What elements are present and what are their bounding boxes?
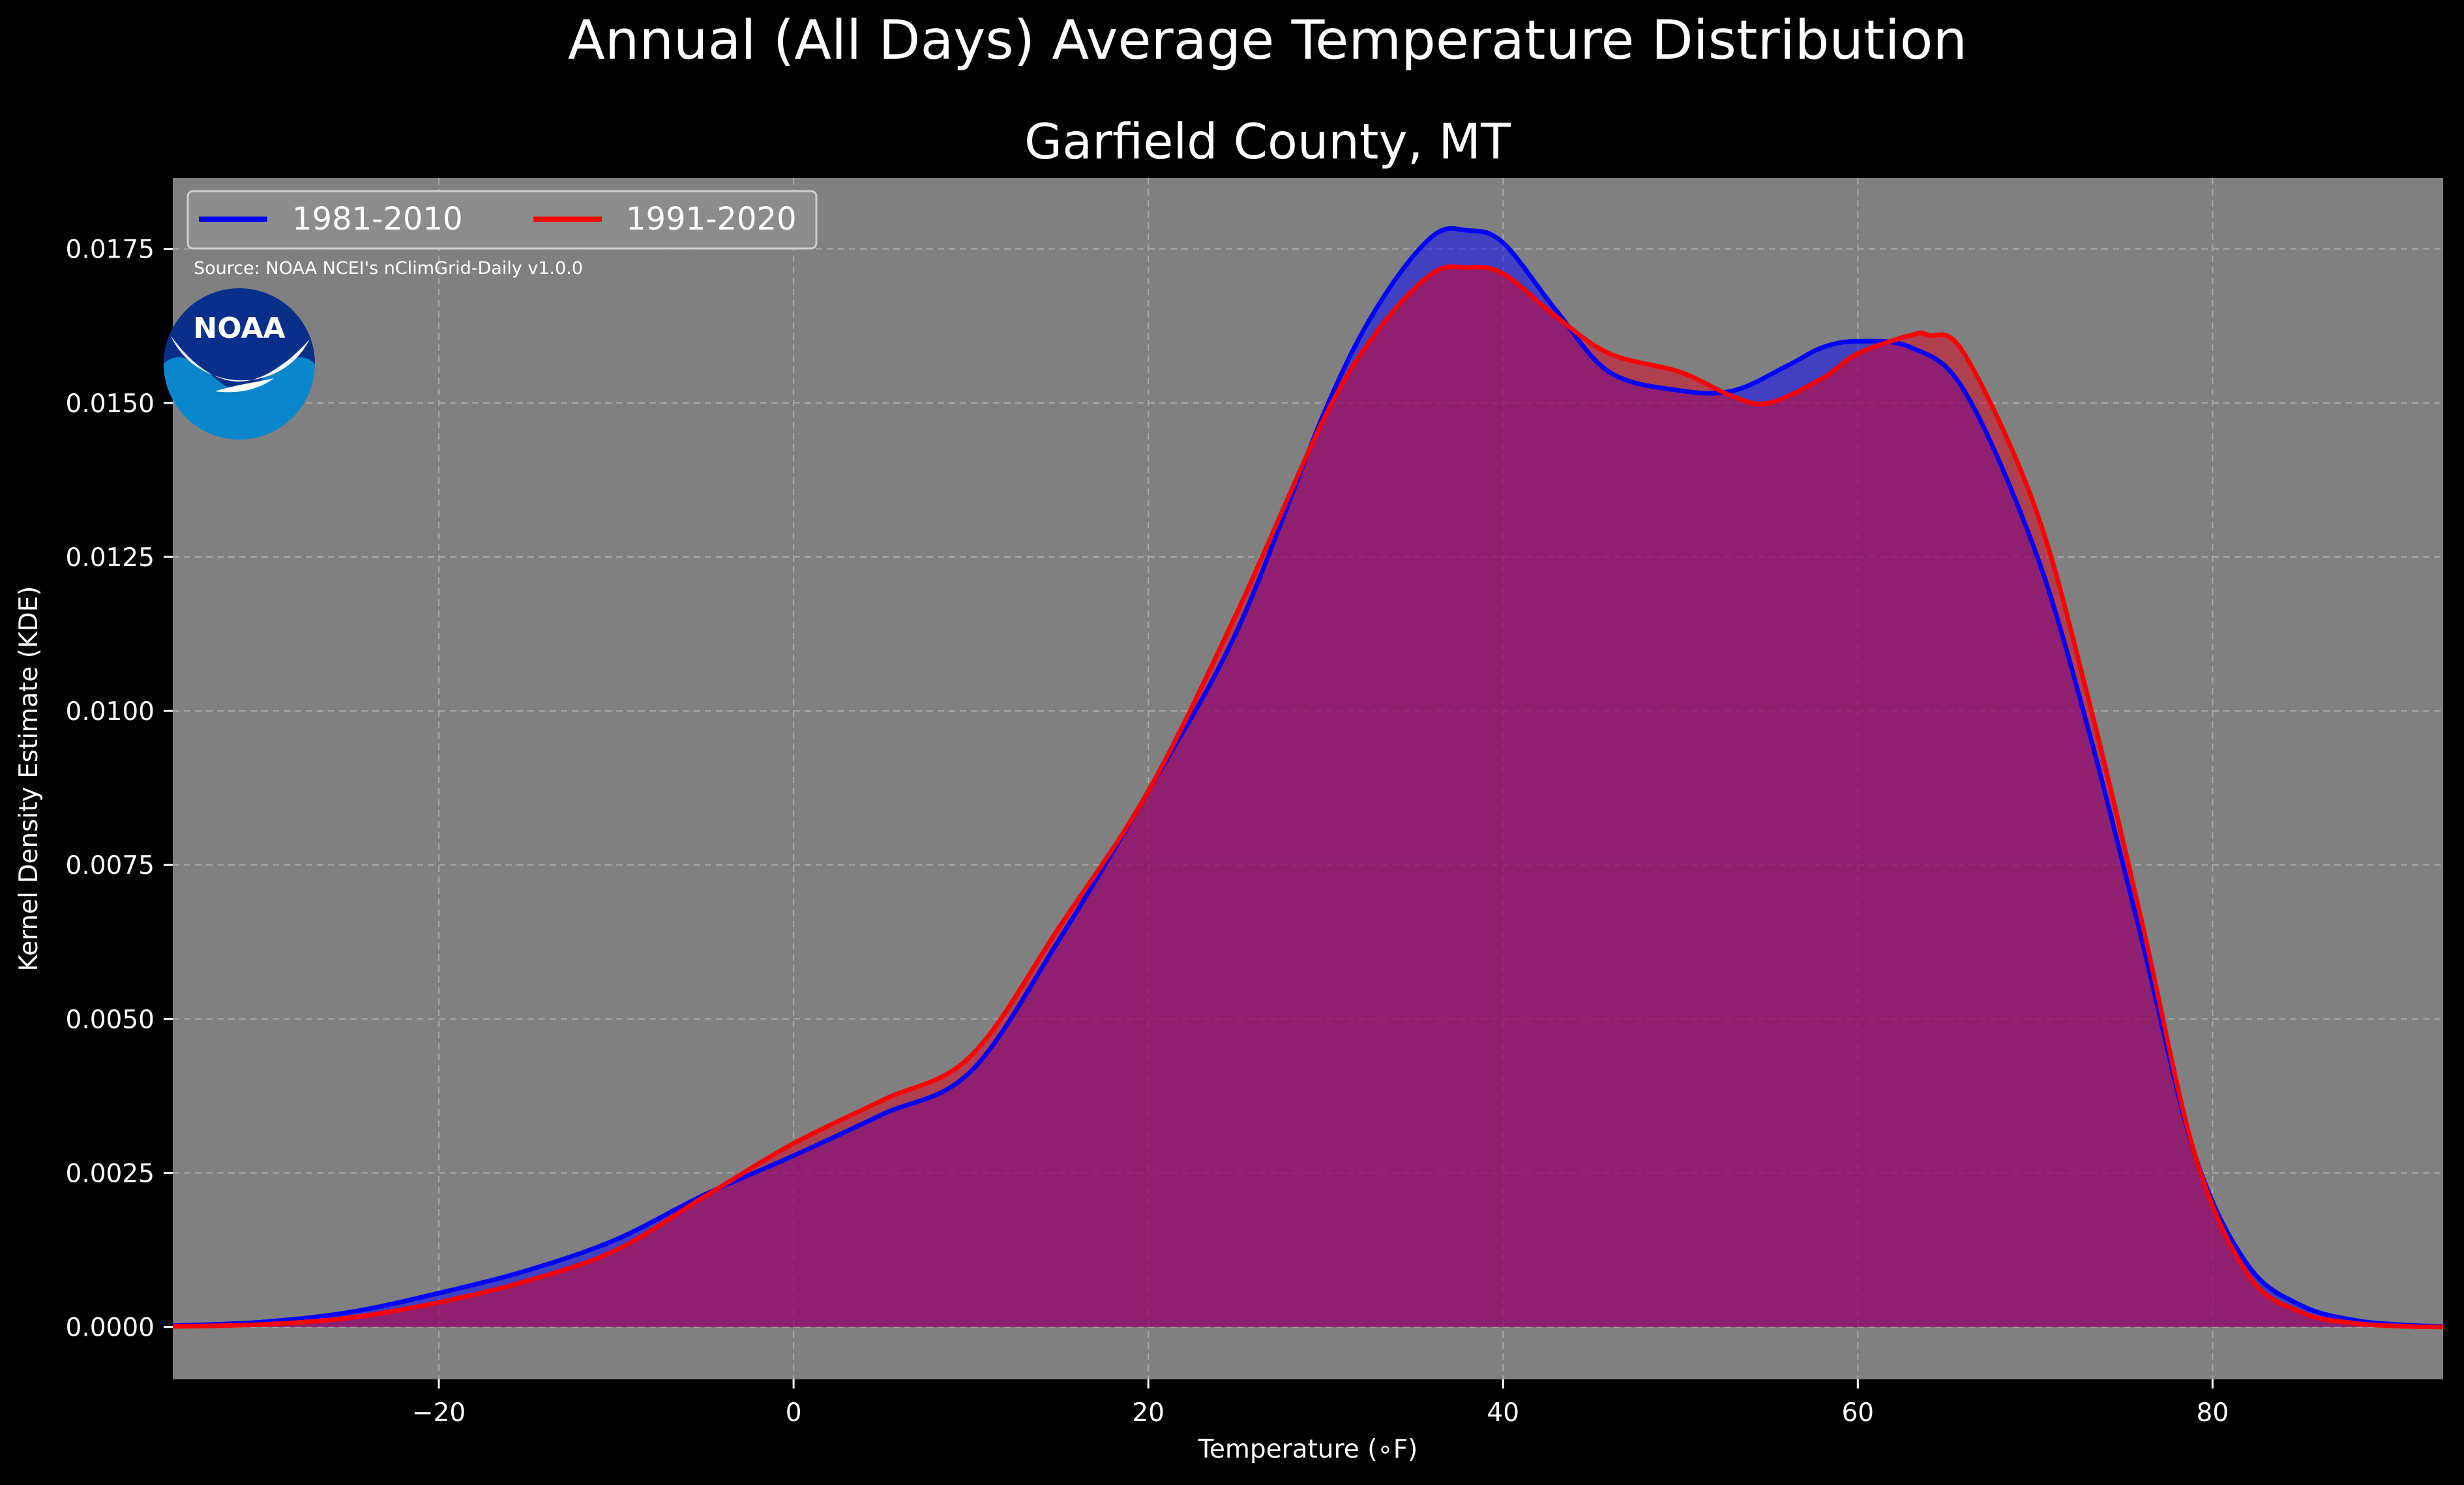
y-axis-label: Kernel Density Estimate (KDE) bbox=[14, 586, 44, 972]
legend-label-1991-2020: 1991-2020 bbox=[626, 201, 797, 237]
series-area-1991-2020 bbox=[173, 266, 2443, 1327]
y-tick-label-1: 0.0025 bbox=[66, 1160, 155, 1189]
x-tick-label-4: 60 bbox=[1841, 1398, 1874, 1428]
x-tick-label-5: 80 bbox=[2197, 1398, 2229, 1428]
noaa-logo-icon: NOAA bbox=[164, 288, 315, 440]
x-tick-label-0: −20 bbox=[412, 1398, 466, 1428]
legend-box bbox=[186, 190, 818, 250]
chart-title: Garfield County, MT bbox=[1024, 113, 1511, 170]
x-tick-label-2: 20 bbox=[1132, 1398, 1165, 1428]
chart-suptitle: Annual (All Days) Average Temperature Di… bbox=[568, 8, 1967, 72]
y-tick-label-0: 0.0000 bbox=[66, 1313, 155, 1343]
series-line-1991-2020 bbox=[172, 264, 2444, 1330]
x-axis: −20 0 20 40 60 80 bbox=[412, 1379, 2229, 1428]
x-tick-label-1: 0 bbox=[786, 1398, 802, 1428]
y-axis: 0.0000 0.0025 0.0050 0.0075 0.0100 0.0125 0.01… bbox=[66, 235, 173, 1343]
y-tick-label-4: 0.0100 bbox=[66, 697, 155, 727]
x-tick-label-3: 40 bbox=[1487, 1398, 1519, 1428]
y-tick-label-5: 0.0125 bbox=[66, 543, 155, 573]
x-axis-label: Temperature (∘F) bbox=[1198, 1435, 1418, 1464]
y-tick-label-3: 0.0075 bbox=[66, 851, 155, 880]
source-annotation: Source: NOAA NCEI's nClimGrid-Daily v1.0… bbox=[194, 258, 583, 278]
legend-label-1981-2010: 1981-2010 bbox=[292, 201, 463, 237]
series-layer bbox=[172, 226, 2444, 1330]
y-tick-label-2: 0.0050 bbox=[66, 1005, 155, 1034]
legend: 1981-2010 1991-2020 bbox=[186, 190, 818, 250]
y-tick-label-7: 0.0175 bbox=[66, 235, 155, 265]
y-tick-label-6: 0.0150 bbox=[66, 389, 155, 419]
noaa-logo-text: NOAA bbox=[193, 312, 285, 345]
